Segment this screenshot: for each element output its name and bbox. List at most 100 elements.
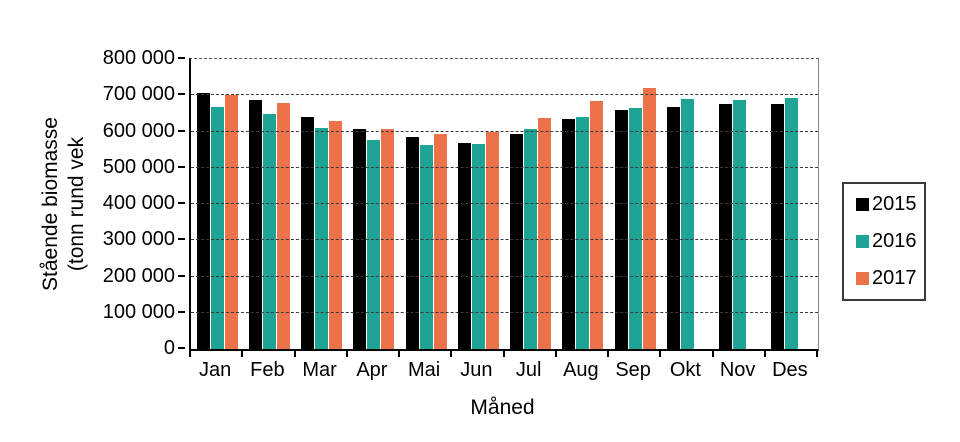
- y-tick-label: 200 000: [102, 264, 175, 287]
- y-tick-label: 700 000: [102, 83, 175, 106]
- x-tick-label-mai: Mai: [408, 359, 441, 381]
- y-tick-mark: [178, 238, 185, 241]
- x-tick-mark: [555, 350, 557, 357]
- legend-item-2016: 2016: [856, 230, 924, 252]
- gridline: [191, 166, 818, 168]
- x-tick-mark: [816, 350, 818, 357]
- legend-label-2017: 2017: [872, 267, 917, 289]
- legend: 2015 2016 2017: [842, 182, 926, 301]
- bar-2015-jun: [457, 143, 471, 349]
- gridline: [191, 203, 818, 204]
- x-tick-label-okt: Okt: [669, 359, 701, 381]
- bar-2017-jun: [485, 131, 499, 349]
- bar-2016-jun: [471, 143, 485, 349]
- x-tick-mark: [764, 350, 766, 357]
- bar-2017-aug: [590, 101, 604, 349]
- y-tick-mark: [178, 129, 185, 132]
- bar-group-jan: [191, 59, 243, 349]
- bar-2017-mar: [329, 120, 343, 349]
- y-axis-labels: 0 100 000 200 000 300 000 400 000 500 000 600 …: [0, 47, 185, 359]
- bar-group-des: [766, 59, 818, 349]
- gridline: [191, 311, 818, 313]
- plot-area: [189, 58, 819, 351]
- bar-2017-feb: [276, 102, 290, 349]
- bar-2017-sep: [642, 88, 656, 349]
- y-tick-mark: [178, 274, 185, 277]
- bar-group-jun: [452, 59, 504, 349]
- bar-2016-okt: [680, 99, 694, 349]
- x-tick-label-aug: Aug: [563, 359, 599, 381]
- x-axis-ticks: [189, 350, 818, 357]
- x-tick-label-feb: Feb: [250, 359, 285, 381]
- bar-group-apr: [348, 59, 400, 349]
- x-tick-label-nov: Nov: [719, 359, 756, 381]
- gridline: [191, 130, 818, 132]
- bar-2015-mai: [405, 137, 419, 349]
- bar-2015-nov: [719, 103, 733, 349]
- bar-2016-sep: [628, 108, 642, 349]
- bar-2015-des: [771, 103, 785, 349]
- legend-label-2016: 2016: [872, 230, 917, 252]
- bar-2016-jul: [524, 129, 538, 349]
- x-tick-mark: [607, 350, 609, 357]
- y-tick-label: 100 000: [102, 300, 175, 323]
- bar-2015-mar: [301, 117, 315, 349]
- bar-2015-feb: [248, 99, 262, 349]
- y-tick-mark: [178, 347, 185, 349]
- y-tick-mark: [178, 93, 185, 96]
- bar-group-mar: [296, 59, 348, 349]
- y-tick-mark: [178, 202, 185, 204]
- x-tick-mark: [189, 350, 191, 357]
- bar-2015-aug: [562, 118, 576, 349]
- x-tick-label-des: Des: [772, 359, 808, 381]
- bar-2016-apr: [367, 139, 381, 349]
- x-axis-labels: Jan Feb Mar Apr Mai Jun Jul Aug Sep Okt Nov Des: [189, 358, 816, 382]
- x-tick-mark: [712, 350, 714, 357]
- bar-group-sep: [609, 59, 661, 349]
- legend-swatch-2017: [856, 271, 869, 285]
- bar-group-aug: [557, 59, 609, 349]
- legend-swatch-2016: [856, 234, 869, 248]
- bar-2016-feb: [262, 114, 276, 349]
- y-tick-mark: [178, 57, 185, 59]
- bar-group-mai: [400, 59, 452, 349]
- x-tick-label-mar: Mar: [302, 359, 337, 381]
- legend-item-2017: 2017: [856, 267, 924, 289]
- x-tick-mark: [346, 350, 348, 357]
- bar-2017-jul: [538, 117, 552, 349]
- x-tick-mark: [241, 350, 243, 357]
- y-tick-mark: [178, 310, 185, 313]
- bars-container: [191, 59, 818, 349]
- bar-2015-jul: [510, 134, 524, 349]
- x-tick-label-sep: Sep: [615, 359, 651, 381]
- legend-swatch-2015: [856, 197, 869, 211]
- x-tick-mark: [450, 350, 452, 357]
- y-tick-label: 400 000: [102, 192, 175, 214]
- bar-group-nov: [714, 59, 766, 349]
- bar-2017-jan: [224, 94, 238, 349]
- bar-2016-mai: [419, 144, 433, 349]
- y-tick-label: 300 000: [102, 228, 175, 251]
- bar-2016-des: [785, 98, 799, 349]
- gridline: [191, 275, 818, 277]
- gridline: [191, 239, 818, 241]
- x-tick-mark: [398, 350, 400, 357]
- y-tick-label: 600 000: [102, 119, 175, 142]
- y-tick-mark: [178, 165, 185, 168]
- bar-2015-apr: [353, 128, 367, 349]
- x-tick-mark: [659, 350, 661, 357]
- gridline: [191, 94, 818, 96]
- bar-2016-nov: [733, 99, 747, 349]
- y-tick-label: 500 000: [102, 155, 175, 178]
- x-tick-label-jan: Jan: [199, 359, 232, 381]
- bar-2015-sep: [614, 110, 628, 349]
- x-tick-label-jun: Jun: [460, 359, 493, 381]
- x-axis-title: Måned: [470, 396, 535, 419]
- x-tick-mark: [503, 350, 505, 357]
- bar-2016-mar: [315, 127, 329, 349]
- bar-group-okt: [661, 59, 713, 349]
- bar-2017-mai: [433, 134, 447, 349]
- bar-group-feb: [243, 59, 295, 349]
- y-tick-label: 800 000: [102, 47, 175, 69]
